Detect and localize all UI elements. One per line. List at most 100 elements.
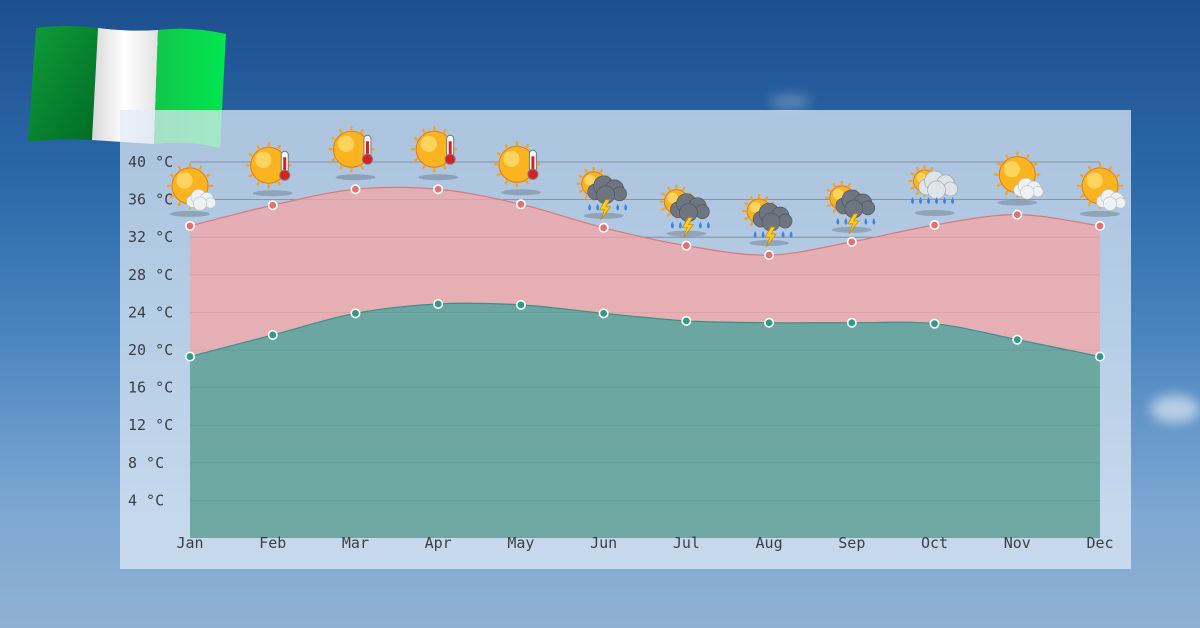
sun-ray <box>996 162 1002 167</box>
sun-ray <box>177 165 182 171</box>
sun-ray <box>578 189 583 194</box>
sun-ray <box>413 157 419 162</box>
sun-ray <box>661 207 666 212</box>
min-temperature-line <box>189 302 1101 358</box>
thunderstorm-icon <box>824 180 876 235</box>
sun-ray <box>496 151 502 156</box>
sun-highlight <box>503 150 520 167</box>
sun-highlight <box>255 151 272 168</box>
chart-panel: 4 °C 8 °C 12 °C 16 °C 20 °C 24 °C 28 °C 32 °C 36… <box>120 110 1131 569</box>
icon-shadow <box>500 189 541 196</box>
rain-drop <box>872 217 876 225</box>
y-tick-label: 20 °C <box>128 341 173 359</box>
sun-highlight <box>1086 172 1103 189</box>
x-tick-label: Dec <box>1086 534 1113 552</box>
sun-ray <box>1087 201 1092 207</box>
x-tick-label: Oct <box>921 534 948 552</box>
rain-drop <box>761 231 765 239</box>
x-tick-label: May <box>507 534 534 552</box>
sun-ray <box>256 181 261 186</box>
sun-ray <box>661 192 666 197</box>
sun-ray <box>525 143 530 149</box>
sun-ray <box>169 194 175 199</box>
min-temperature-point <box>1012 334 1023 345</box>
y-tick-label: 24 °C <box>128 303 173 321</box>
icon-shadow <box>170 210 210 217</box>
areas <box>189 186 1101 538</box>
rain-drop <box>919 196 923 204</box>
cloud-puff <box>1102 196 1118 211</box>
x-tick-label: Sep <box>838 534 865 552</box>
data-points <box>185 184 1105 362</box>
sun-ray <box>749 221 754 227</box>
sun-ray <box>666 186 671 191</box>
sun-ray <box>525 180 530 185</box>
sun-ray <box>504 143 509 149</box>
rain-drop <box>943 196 947 204</box>
hot-sun-thermometer-icon <box>411 126 459 181</box>
thermometer-mercury <box>283 157 287 174</box>
lightning-bolt <box>598 199 612 221</box>
sun-ray <box>832 208 837 214</box>
sun-ray <box>599 168 604 174</box>
rain-drop <box>678 221 682 229</box>
max-temperature-point <box>846 236 857 247</box>
thunderstorm-icon <box>659 184 710 238</box>
sun-ray <box>169 173 175 178</box>
sun-ray <box>277 181 282 186</box>
sun-ray <box>764 195 769 201</box>
sun-ray <box>421 128 426 134</box>
rain-drop <box>911 196 915 204</box>
x-tick-label: Jun <box>590 534 617 552</box>
y-tick-label: 4 °C <box>128 491 164 509</box>
sun-ray <box>666 212 671 217</box>
y-tick-label: 16 °C <box>128 379 173 397</box>
min-temperature-area <box>190 303 1100 538</box>
sun-ray <box>832 182 837 188</box>
rain-drop <box>844 217 848 225</box>
rain-drop <box>789 231 793 239</box>
x-tick-label: Jul <box>673 534 700 552</box>
thermometer-bulb <box>361 153 373 165</box>
sun-ray <box>749 195 754 201</box>
rain-drop <box>836 217 840 225</box>
thermometer-mercury <box>365 141 369 158</box>
sun-ray <box>1079 194 1085 199</box>
max-temperature-point <box>1012 209 1023 220</box>
sun-cloud-icon <box>167 162 217 217</box>
cloud-puff <box>927 180 946 200</box>
max-temperature-point <box>433 184 444 195</box>
sun-cloud-icon <box>1077 162 1127 217</box>
min-temperature-point <box>515 299 526 310</box>
rain-drop <box>753 231 757 239</box>
y-tick-label: 28 °C <box>128 266 173 284</box>
hot-sun-thermometer-icon <box>493 141 541 196</box>
hot-sun-thermometer-icon <box>245 142 293 197</box>
sun-ray <box>915 166 920 172</box>
sun-ray <box>826 188 832 193</box>
sun-ray <box>198 165 203 171</box>
sun-ray <box>330 136 336 141</box>
thermometer-bulb <box>527 168 539 180</box>
icon-shadow <box>1080 210 1120 217</box>
x-tick-label: Aug <box>756 534 783 552</box>
y-tick-label: 32 °C <box>128 228 173 246</box>
sun-ray <box>205 173 211 178</box>
sun-ray <box>910 186 915 190</box>
lightning-bolt <box>847 213 860 235</box>
sun-ray <box>1115 173 1121 178</box>
x-tick-label: Mar <box>342 534 369 552</box>
rain-drop <box>624 203 628 211</box>
rain-drop <box>781 231 785 239</box>
sun-ray <box>847 182 852 188</box>
cloud-puff <box>1020 185 1035 200</box>
hot-sun-thermometer-icon <box>328 126 376 181</box>
min-temperature-point <box>598 308 609 319</box>
sun-ray <box>681 186 686 191</box>
temperature-chart: 4 °C 8 °C 12 °C 16 °C 20 °C 24 °C 28 °C 32 °C 36… <box>128 126 1127 552</box>
thermometer-bulb <box>279 169 291 181</box>
sun-highlight <box>667 192 679 204</box>
sun-ray <box>339 165 343 170</box>
sun-ray <box>177 201 182 207</box>
min-temperature-point <box>350 308 361 319</box>
